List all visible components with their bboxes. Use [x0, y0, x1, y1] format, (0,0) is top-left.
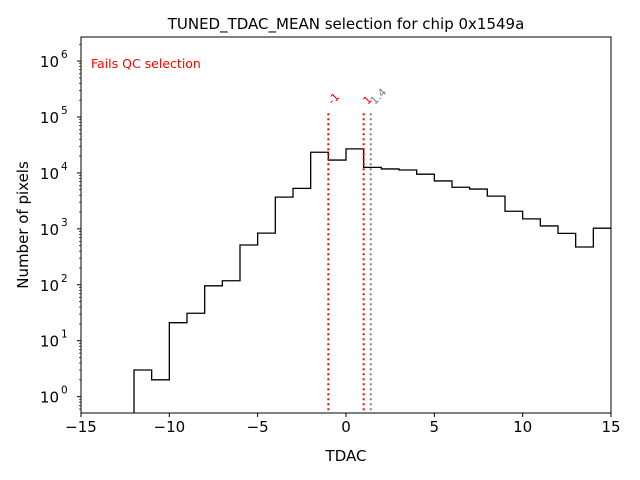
- histogram-bin: [169, 323, 187, 413]
- histogram-bin: [505, 211, 523, 413]
- x-tick-label: 10: [513, 418, 532, 436]
- x-tick-label: 5: [430, 418, 440, 436]
- x-tick-label: −5: [247, 418, 269, 436]
- y-tick-exponent: 2: [61, 273, 68, 285]
- histogram-bin: [558, 233, 576, 413]
- histogram-bin: [452, 187, 470, 413]
- y-tick-label: 10: [40, 109, 59, 127]
- threshold-label: -1: [325, 90, 342, 107]
- y-tick-exponent: 0: [61, 385, 68, 397]
- histogram-bin: [417, 174, 435, 413]
- histogram-bin: [470, 189, 488, 413]
- y-axis-label: Number of pixels: [14, 161, 32, 289]
- histogram-bin: [487, 196, 505, 413]
- histogram-bin: [293, 188, 311, 413]
- y-tick-label: 10: [40, 53, 59, 71]
- histogram-bin: [434, 181, 452, 413]
- histogram-bin: [576, 247, 594, 413]
- x-tick-label: −15: [65, 418, 97, 436]
- y-tick-label: 10: [40, 221, 59, 239]
- y-tick-label: 10: [40, 277, 59, 295]
- y-tick-exponent: 4: [61, 161, 68, 173]
- histogram-bin: [328, 160, 346, 413]
- y-tick-exponent: 6: [61, 49, 68, 61]
- histogram-bin: [399, 170, 417, 413]
- histogram-bin: [346, 149, 364, 413]
- histogram-bin: [205, 286, 223, 413]
- histogram-bin: [222, 281, 240, 413]
- histogram-bin: [258, 233, 276, 413]
- y-tick-label: 10: [40, 165, 59, 183]
- histogram-bin: [311, 152, 329, 413]
- histogram-bin: [152, 380, 170, 413]
- y-tick-exponent: 3: [61, 217, 68, 229]
- qc-annotation: Fails QC selection: [91, 56, 201, 71]
- histogram-bin: [134, 370, 152, 413]
- x-tick-label: −10: [154, 418, 186, 436]
- y-tick-label: 10: [40, 333, 59, 351]
- plot-area: -1 11.4: [133, 86, 611, 413]
- x-tick-label: 15: [601, 418, 620, 436]
- histogram-step-line: [133, 148, 611, 413]
- histogram-bin: [523, 219, 541, 413]
- histogram-bin: [540, 226, 558, 413]
- histogram-bin: [381, 169, 399, 413]
- chart-title: TUNED_TDAC_MEAN selection for chip 0x154…: [167, 15, 525, 34]
- x-axis-label: TDAC: [325, 447, 367, 465]
- histogram-bin: [364, 167, 382, 413]
- histogram-bin: [187, 313, 205, 413]
- histogram-bin: [240, 245, 258, 413]
- histogram-bin: [593, 228, 611, 413]
- y-tick-exponent: 5: [61, 105, 68, 117]
- histogram-bin: [275, 197, 293, 413]
- y-tick-exponent: 1: [61, 329, 68, 341]
- y-tick-label: 10: [40, 389, 59, 407]
- x-tick-label: 0: [341, 418, 351, 436]
